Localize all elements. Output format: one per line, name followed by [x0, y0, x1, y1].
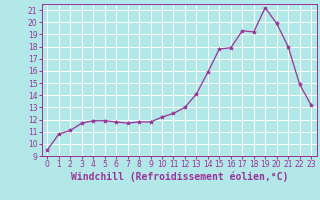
X-axis label: Windchill (Refroidissement éolien,°C): Windchill (Refroidissement éolien,°C)	[70, 172, 288, 182]
